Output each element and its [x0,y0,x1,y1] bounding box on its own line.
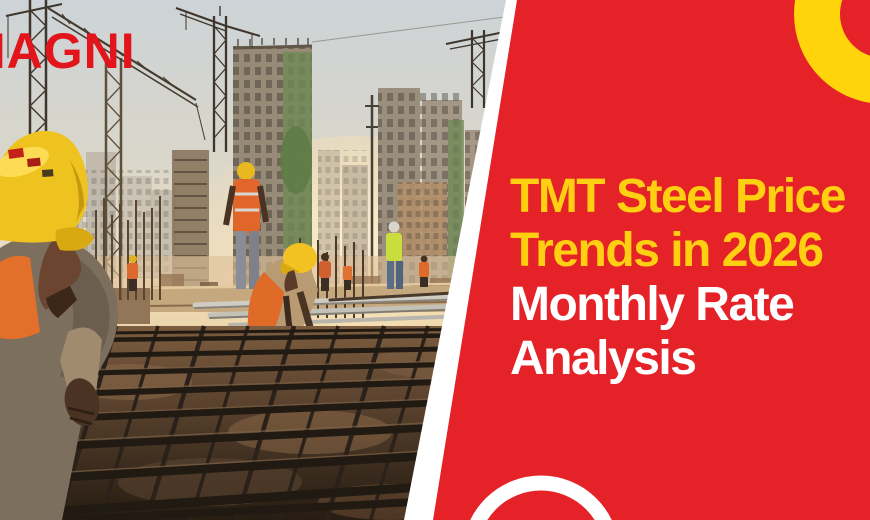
ring-top-right [794,0,870,103]
brand-logo: MAGNI [0,23,136,79]
worker-standing-back [223,162,269,289]
hard-hat [0,130,94,251]
face [38,238,82,318]
crane-right [445,29,515,108]
worker-small-4 [127,255,138,291]
hand [64,378,100,426]
title-line-1: TMT Steel Price [510,170,846,223]
red-panel [433,0,870,520]
crane-jib-diagonal [47,7,206,141]
worker-foreground [0,130,118,520]
ring-bottom [470,475,612,520]
worker-small-1 [319,253,331,291]
worker-small-2 [343,266,352,290]
worker-hivis-green [386,221,403,289]
tower-cranes [5,0,515,300]
diagonal-divider [404,0,521,520]
headline: TMT Steel Price Trends in 2026 Monthly R… [510,170,870,386]
workers-midground [127,162,429,338]
crane-center [175,6,261,152]
subtitle-line-2: Analysis [510,332,697,385]
worker-small-3 [419,255,429,287]
title-line-2: Trends in 2026 [510,224,824,277]
subtitle-line-1: Monthly Rate [510,278,795,331]
safety-vest [0,255,40,340]
